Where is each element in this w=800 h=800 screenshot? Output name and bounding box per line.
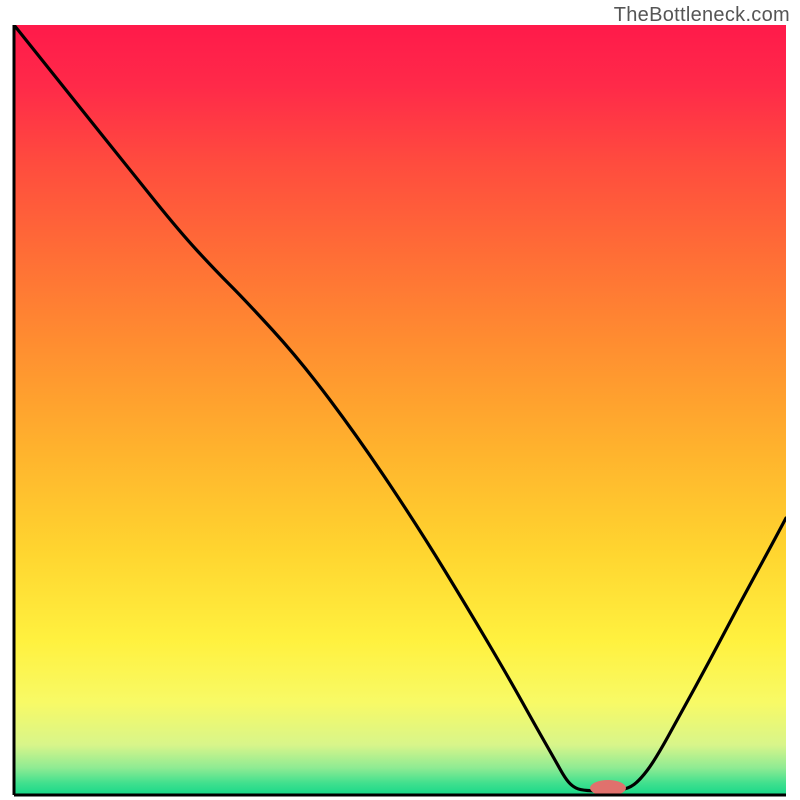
chart-container: TheBottleneck.com	[0, 0, 800, 800]
bottleneck-chart	[0, 0, 800, 800]
watermark-text: TheBottleneck.com	[614, 4, 790, 27]
gradient-background	[14, 25, 786, 795]
